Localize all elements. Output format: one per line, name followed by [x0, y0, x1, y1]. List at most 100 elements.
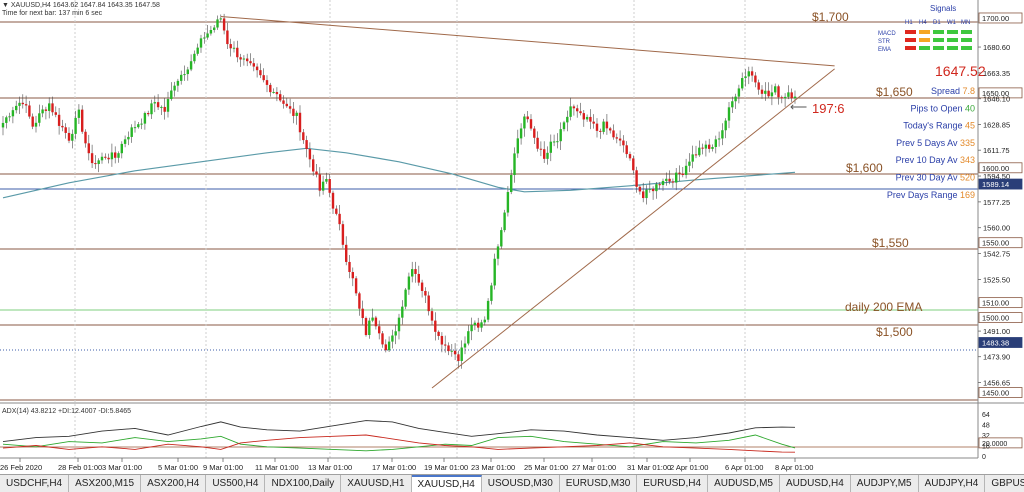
candle-body — [209, 30, 213, 34]
price-label-box — [978, 387, 1023, 398]
chart-tab-audusd-m5[interactable]: AUDUSD,M5 — [708, 475, 780, 492]
candle-body — [609, 128, 612, 131]
chart-area[interactable]: $1,700 $1,650 $1,600 $1,550 daily 200 EM… — [0, 0, 1024, 474]
candle-body — [216, 19, 219, 28]
candle-body — [599, 130, 602, 132]
time-tick: 26 Feb 2020 — [0, 463, 42, 472]
signal-timeframe: D1 — [933, 20, 941, 26]
price-tick: 1550.00 — [982, 239, 1009, 248]
info-stat: Prev Days Range 169 — [887, 190, 975, 200]
trendline-2[interactable] — [431, 68, 835, 389]
symbol-header: ▼ XAUUSD,H4 1643.62 1647.84 1643.35 1647… — [2, 2, 160, 9]
candle-body — [477, 322, 480, 328]
candle-body — [137, 124, 140, 128]
chart-tab-asx200-h4[interactable]: ASX200,H4 — [141, 475, 207, 492]
signal-timeframe: MN — [961, 20, 970, 26]
candle-body — [632, 158, 635, 171]
candle-body — [576, 108, 579, 112]
chart-tab-audjpy-h4[interactable]: AUDJPY,H4 — [919, 475, 986, 492]
candle-body — [556, 141, 559, 143]
candle-body — [199, 38, 203, 48]
chart-tabs-bar: USDCHF,H4 ASX200,M15 ASX200,H4 US500,H4 NDX1… — [0, 474, 1024, 492]
candle-body — [345, 244, 348, 262]
candle-body — [589, 116, 592, 122]
candle-body — [229, 44, 232, 49]
candle-body — [453, 350, 457, 355]
price-tick: 1663.35 — [983, 69, 1010, 78]
candle-body — [18, 102, 21, 106]
price-tick: 1542.75 — [983, 250, 1010, 259]
candle-body — [638, 186, 642, 192]
chart-tab-ndx100-daily[interactable]: NDX100,Daily — [265, 475, 342, 492]
adx-tick: 48 — [982, 423, 990, 430]
candle-body — [483, 319, 486, 323]
candle-body — [741, 78, 744, 89]
candle-body — [407, 276, 411, 290]
candle-body — [51, 103, 54, 113]
trendline-1[interactable] — [220, 15, 835, 67]
candle-body — [793, 96, 797, 99]
candle-body — [744, 76, 747, 79]
candle-body — [592, 121, 595, 124]
candle-body — [665, 178, 668, 181]
candle-body — [493, 258, 496, 286]
annotation-1600: $1,600 — [846, 161, 883, 175]
candle-body — [28, 105, 31, 117]
adx-tick: 0 — [982, 454, 986, 461]
candle-body — [351, 272, 354, 279]
candle-body — [31, 116, 34, 127]
candle-body — [48, 103, 51, 111]
chart-tab-audjpy-m5[interactable]: AUDJPY,M5 — [851, 475, 919, 492]
candle-body — [196, 47, 199, 54]
time-tick: 5 Mar 01:00 — [158, 463, 198, 472]
adx-tick: 32 — [982, 433, 990, 440]
time-tick: 9 Mar 01:00 — [203, 463, 243, 472]
candle-body — [727, 107, 731, 121]
candle-body — [262, 75, 265, 81]
candle-body — [180, 74, 183, 81]
chart-tab-gbpusd-m15[interactable]: GBPUSD,M15 — [985, 475, 1024, 492]
price-tick: 1611.75 — [983, 146, 1010, 155]
candle-body — [222, 18, 226, 31]
candle-body — [15, 105, 18, 111]
annotation-1500: $1,500 — [876, 325, 913, 339]
price-tick: 1680.60 — [983, 43, 1010, 52]
price-tick: 1510.00 — [982, 299, 1009, 308]
candle-body — [100, 156, 104, 161]
candle-body — [5, 117, 8, 123]
price-label-box — [978, 178, 1023, 190]
price-tick: 1650.00 — [982, 89, 1009, 98]
price-tick: 1456.65 — [983, 379, 1010, 388]
chart-tab-audusd-h4[interactable]: AUDUSD,H4 — [780, 475, 851, 492]
candle-body — [612, 130, 615, 138]
time-tick: 13 Mar 01:00 — [308, 463, 352, 472]
chart-tab-usousd-m30[interactable]: USOUSD,M30 — [482, 475, 560, 492]
chart-tab-xauusd-h1[interactable]: XAUUSD,H1 — [341, 475, 412, 492]
candle-body — [239, 57, 242, 60]
candle-body — [143, 113, 147, 124]
candle-body — [566, 116, 569, 123]
chart-tab-eurusd-h4[interactable]: EURUSD,H4 — [637, 475, 709, 492]
candle-body — [549, 141, 552, 153]
chart-tab-usdchf-h4[interactable]: USDCHF,H4 — [0, 475, 70, 492]
candle-body — [127, 136, 130, 140]
candle-body — [153, 102, 156, 104]
candle-body — [312, 159, 315, 172]
candle-body — [163, 106, 166, 112]
adx-line — [2, 420, 796, 443]
candle-body — [107, 157, 110, 160]
signal-indicator — [947, 30, 958, 34]
signal-indicator — [919, 46, 930, 50]
signal-indicator — [961, 38, 972, 42]
price-tick: 1483.38 — [982, 339, 1009, 348]
chart-tab-xauusd-h4[interactable]: XAUUSD,H4 — [411, 475, 482, 492]
signals-panel: Signals H1 H4 D1 W1 MN MACD STR EMA — [878, 4, 972, 53]
chart-tab-us500-h4[interactable]: US500,H4 — [206, 475, 266, 492]
candle-body — [189, 61, 193, 70]
price-tick: 1560.00 — [983, 224, 1010, 233]
candle-body — [694, 154, 698, 156]
chart-tab-asx200-m15[interactable]: ASX200,M15 — [69, 475, 142, 492]
candle-body — [84, 131, 87, 144]
chart-tab-eurusd-m30[interactable]: EURUSD,M30 — [560, 475, 638, 492]
